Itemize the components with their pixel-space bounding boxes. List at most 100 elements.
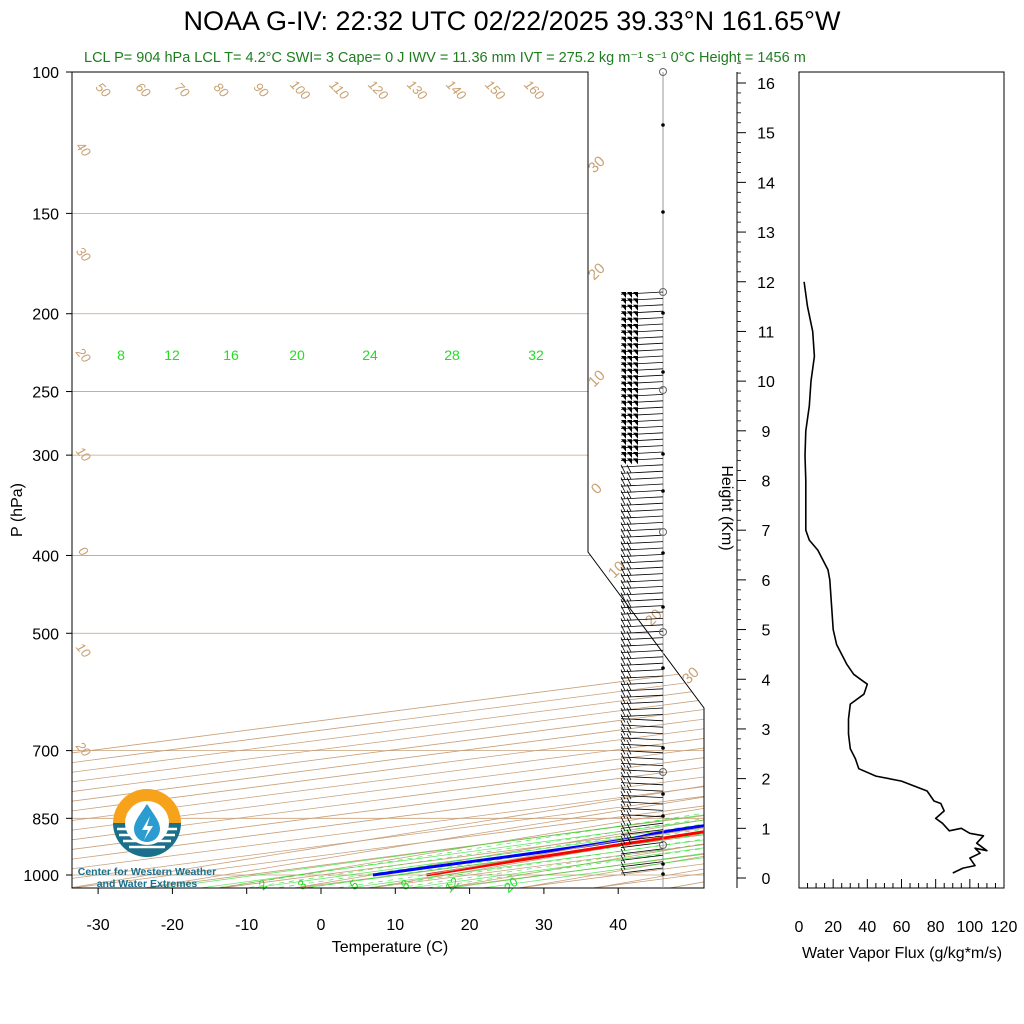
wind-barb-flag bbox=[627, 311, 632, 318]
wind-barb-feather bbox=[626, 791, 632, 800]
wind-barb-flag bbox=[621, 343, 626, 350]
wind-barb-feather bbox=[620, 471, 626, 480]
flux-tick-label: 120 bbox=[991, 919, 1018, 936]
wind-barb-flag bbox=[627, 394, 632, 401]
moist-adiabat-line bbox=[397, 313, 704, 888]
wind-barb-flag bbox=[621, 420, 626, 426]
mixing-ratio-label: 20 bbox=[289, 347, 305, 363]
wind-barb-staff bbox=[620, 432, 664, 436]
wind-barb-feather bbox=[626, 471, 632, 480]
wind-barb-feather bbox=[626, 490, 632, 499]
wind-barb-flag bbox=[621, 400, 626, 407]
wind-barb-feather bbox=[620, 579, 626, 589]
wind-barb-staff bbox=[620, 381, 664, 385]
water-vapor-flux-line bbox=[803, 281, 988, 874]
wind-barb-feather bbox=[620, 855, 626, 864]
wind-barb-staff bbox=[620, 406, 664, 410]
mixing-ratio-line bbox=[452, 563, 704, 888]
wind-barb-feather bbox=[620, 528, 626, 537]
dry-adiabat-label: 160 bbox=[521, 77, 547, 103]
dry-adiabat-line bbox=[345, 72, 704, 888]
wind-level-dot bbox=[661, 370, 665, 374]
wind-barb-staff bbox=[620, 342, 664, 346]
temperature-tick-label: -10 bbox=[235, 917, 258, 934]
mixing-ratio-line bbox=[379, 563, 704, 888]
wind-barb-feather bbox=[620, 816, 626, 825]
temperature-tick-label: -20 bbox=[161, 917, 184, 934]
dry-adiabat-label: 60 bbox=[133, 79, 154, 100]
wind-barb-feather bbox=[626, 803, 632, 813]
wind-barb-flag bbox=[621, 388, 626, 394]
wind-barb-feather bbox=[620, 477, 626, 486]
skewt-grid-labels: 50 60 70 80 90 100 110 120 130 140 150 160403020100… bbox=[72, 77, 702, 896]
isotherm-label: 20 bbox=[72, 738, 94, 760]
wind-barb-feather bbox=[626, 483, 632, 493]
wind-barb-feather bbox=[626, 771, 632, 781]
dry-adiabat-line bbox=[798, 35, 1024, 892]
wind-barb-feather bbox=[626, 765, 632, 774]
wind-barb-feather bbox=[626, 695, 632, 704]
height-tick-label: 2 bbox=[762, 772, 771, 789]
wind-barb-feather bbox=[626, 727, 632, 736]
wind-barb-feather bbox=[626, 605, 632, 614]
wind-barb-feather bbox=[620, 560, 626, 569]
height-tick-label: 8 bbox=[762, 474, 771, 491]
height-tick-label: 10 bbox=[757, 374, 775, 391]
wind-barb-feather bbox=[626, 464, 632, 473]
wind-barb-flag bbox=[633, 445, 638, 452]
wind-barb-feather bbox=[620, 554, 626, 563]
wind-barb-flag bbox=[633, 394, 638, 401]
isotherm-label: 10 bbox=[73, 444, 94, 465]
wind-barb-feather bbox=[626, 720, 632, 729]
wind-barb-flag bbox=[627, 426, 632, 433]
wind-barb-flag bbox=[621, 362, 626, 369]
wind-barb-flag bbox=[621, 375, 626, 382]
wind-barb-feather bbox=[620, 605, 626, 614]
wind-barb-feather bbox=[626, 522, 632, 531]
wind-barb-staff bbox=[620, 445, 664, 449]
temperature-axis-label: Temperature (C) bbox=[332, 939, 448, 956]
wind-barb-flag bbox=[633, 375, 638, 382]
wind-barb-feather bbox=[626, 535, 632, 544]
pressure-axis-label: P (hPa) bbox=[9, 483, 26, 537]
wind-calm-marker bbox=[659, 386, 667, 394]
wind-barb-flag bbox=[621, 413, 626, 420]
wind-barb-flag bbox=[633, 292, 638, 298]
height-tick-label: 4 bbox=[762, 672, 771, 689]
moist-adiabat-label: 10 bbox=[605, 558, 629, 582]
wind-barb-staff bbox=[620, 349, 664, 353]
wind-barb-flag bbox=[633, 458, 638, 465]
wind-barb-staff bbox=[620, 291, 664, 295]
wind-barb-staff bbox=[620, 822, 664, 829]
pressure-tick-label: 1000 bbox=[23, 868, 59, 885]
wind-barb-flag bbox=[633, 439, 638, 446]
wind-barb-flag bbox=[627, 304, 632, 311]
wind-barb-feather bbox=[620, 592, 626, 601]
wind-barb-feather bbox=[620, 573, 626, 582]
wind-barb-flag bbox=[621, 407, 626, 414]
isotherm-line bbox=[72, 72, 704, 888]
wind-barb-feather bbox=[620, 682, 626, 691]
wind-barb-feather bbox=[620, 669, 626, 678]
dry-adiabat-label: 140 bbox=[443, 77, 469, 103]
wind-barb-staff bbox=[620, 743, 664, 747]
wind-barb-staff bbox=[620, 829, 664, 836]
wind-barb-flag bbox=[633, 413, 638, 420]
height-tick-label: 16 bbox=[757, 76, 775, 93]
wind-barb-feather bbox=[626, 682, 632, 691]
dry-adiabat-line bbox=[119, 72, 704, 888]
wind-barb-staff bbox=[620, 807, 664, 811]
wind-barb-feather bbox=[626, 509, 632, 518]
wind-barb-feather bbox=[626, 778, 632, 787]
isotherm-line bbox=[115, 72, 704, 888]
wind-barb-staff bbox=[620, 304, 664, 308]
dry-adiabat-label: 90 bbox=[251, 79, 272, 100]
wind-barb-staff bbox=[620, 769, 664, 773]
wind-barb-flag bbox=[633, 407, 638, 414]
isotherm-line bbox=[264, 72, 704, 888]
wind-barb-flag bbox=[621, 356, 626, 362]
wind-barb-feather bbox=[626, 528, 632, 537]
flux-tick-label: 60 bbox=[893, 919, 911, 936]
wind-barb-staff bbox=[620, 368, 664, 372]
wind-barb-feather bbox=[626, 784, 632, 793]
